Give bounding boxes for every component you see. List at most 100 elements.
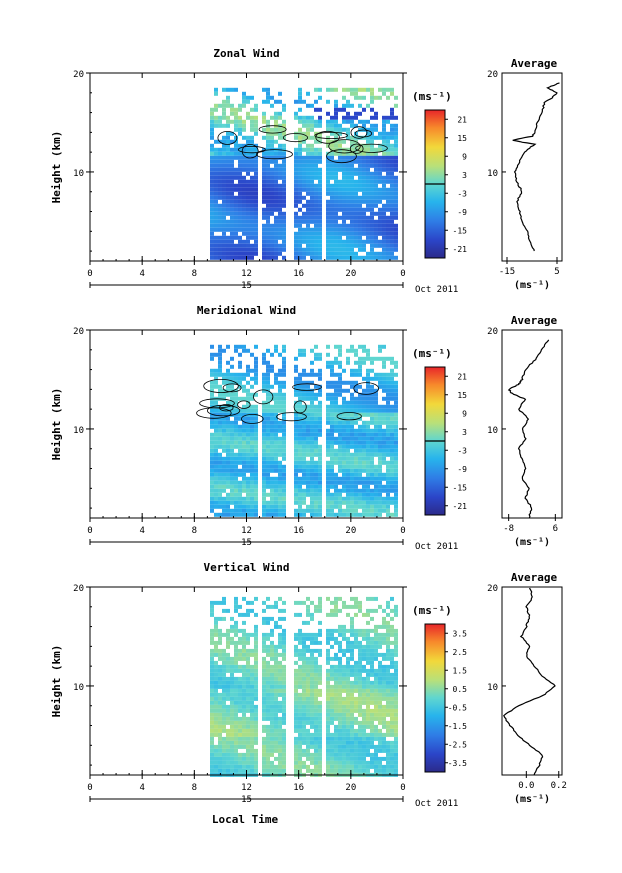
heatmap-cell bbox=[226, 384, 230, 389]
heatmap-cell bbox=[318, 171, 322, 176]
heatmap-cell bbox=[374, 388, 378, 393]
heatmap-cell bbox=[298, 440, 302, 445]
heatmap-cell bbox=[254, 724, 258, 729]
heatmap-cell bbox=[230, 760, 234, 765]
zero-contour bbox=[219, 404, 234, 412]
heatmap-cell bbox=[394, 392, 398, 397]
heatmap-cell bbox=[306, 608, 310, 613]
heatmap-cell bbox=[370, 500, 374, 505]
heatmap-cell bbox=[282, 239, 286, 244]
heatmap-cell bbox=[330, 235, 334, 240]
heatmap-cell bbox=[314, 708, 318, 713]
heatmap-cell bbox=[366, 372, 370, 377]
heatmap-cell bbox=[358, 436, 362, 441]
heatmap-cells bbox=[210, 344, 398, 517]
heatmap-cell bbox=[222, 688, 226, 693]
heatmap-cell bbox=[226, 99, 230, 104]
heatmap-cell bbox=[266, 396, 270, 401]
heatmap-cell bbox=[354, 408, 358, 413]
heatmap-cell bbox=[298, 648, 302, 653]
heatmap-cell bbox=[254, 432, 258, 437]
heatmap-cell bbox=[218, 748, 222, 753]
heatmap-cell bbox=[270, 464, 274, 469]
heatmap-cell bbox=[366, 740, 370, 745]
heatmap-cell bbox=[386, 488, 390, 493]
heatmap-cell bbox=[346, 704, 350, 709]
heatmap-cell bbox=[346, 191, 350, 196]
heatmap-cell bbox=[310, 460, 314, 465]
heatmap-cell bbox=[390, 756, 394, 761]
heatmap-cell bbox=[314, 756, 318, 761]
heatmap-cell bbox=[246, 171, 250, 176]
profile-series-line bbox=[507, 339, 550, 519]
heatmap-cell bbox=[250, 95, 254, 100]
heatmap-cell bbox=[378, 195, 382, 200]
heatmap-cell bbox=[374, 135, 378, 140]
heatmap-cell bbox=[214, 404, 218, 409]
zero-contour bbox=[326, 149, 357, 164]
heatmap-cell bbox=[370, 384, 374, 389]
heatmap-cell bbox=[394, 227, 398, 232]
heatmap-cell bbox=[218, 372, 222, 377]
heatmap-cell bbox=[346, 163, 350, 168]
heatmap-cell bbox=[386, 756, 390, 761]
heatmap-cell bbox=[278, 740, 282, 745]
heatmap-cell bbox=[310, 452, 314, 457]
heatmap-cell bbox=[314, 356, 318, 361]
heatmap-cell bbox=[342, 448, 346, 453]
heatmap-cell bbox=[366, 215, 370, 220]
heatmap-cell bbox=[270, 243, 274, 248]
heatmap-cell bbox=[226, 255, 230, 260]
heatmap-cell bbox=[386, 239, 390, 244]
heatmap-cell bbox=[374, 452, 378, 457]
heatmap-cell bbox=[218, 504, 222, 509]
heatmap-cell bbox=[266, 195, 270, 200]
heatmap-cell bbox=[394, 716, 398, 721]
heatmap-cell bbox=[226, 756, 230, 761]
heatmap-cell bbox=[330, 456, 334, 461]
heatmap-cell bbox=[330, 760, 334, 765]
heatmap-cell bbox=[370, 464, 374, 469]
heatmap-cell bbox=[234, 175, 238, 180]
profile-title: Average bbox=[511, 571, 558, 584]
heatmap-cell bbox=[350, 251, 354, 256]
heatmap-cell bbox=[366, 163, 370, 168]
heatmap-cell bbox=[282, 504, 286, 509]
heatmap-cell bbox=[242, 123, 246, 128]
heatmap-cell bbox=[226, 203, 230, 208]
heatmap-cell bbox=[394, 768, 398, 773]
heatmap-cell bbox=[226, 95, 230, 100]
heatmap-cell bbox=[326, 171, 330, 176]
heatmap-cell bbox=[378, 135, 382, 140]
heatmap-cell bbox=[230, 512, 234, 517]
heatmap-cell bbox=[370, 199, 374, 204]
heatmap-cell bbox=[210, 123, 214, 128]
heatmap-cell bbox=[314, 175, 318, 180]
heatmap-cell bbox=[254, 448, 258, 453]
heatmap-cell bbox=[378, 444, 382, 449]
heatmap-cell bbox=[334, 696, 338, 701]
heatmap-cell bbox=[210, 127, 214, 132]
heatmap-cell bbox=[278, 684, 282, 689]
heatmap-cell bbox=[254, 728, 258, 733]
heatmap-cell bbox=[306, 408, 310, 413]
heatmap-cell bbox=[314, 139, 318, 144]
heatmap-cell bbox=[214, 640, 218, 645]
heatmap-cell bbox=[346, 744, 350, 749]
heatmap-cell bbox=[390, 376, 394, 381]
heatmap-cell bbox=[374, 448, 378, 453]
heatmap-cell bbox=[370, 720, 374, 725]
heatmap-cell bbox=[374, 231, 378, 236]
heatmap-cell bbox=[306, 636, 310, 641]
heatmap-cell bbox=[222, 231, 226, 236]
heatmap-cell bbox=[394, 139, 398, 144]
heatmap-cell bbox=[310, 440, 314, 445]
heatmap-cell bbox=[366, 768, 370, 773]
heatmap-cell bbox=[242, 251, 246, 256]
heatmap-cell bbox=[354, 496, 358, 501]
heatmap-cell bbox=[238, 664, 242, 669]
heatmap-cell bbox=[210, 508, 214, 513]
heatmap-cell bbox=[298, 656, 302, 661]
heatmap-cell bbox=[230, 107, 234, 112]
heatmap-cell bbox=[318, 400, 322, 405]
